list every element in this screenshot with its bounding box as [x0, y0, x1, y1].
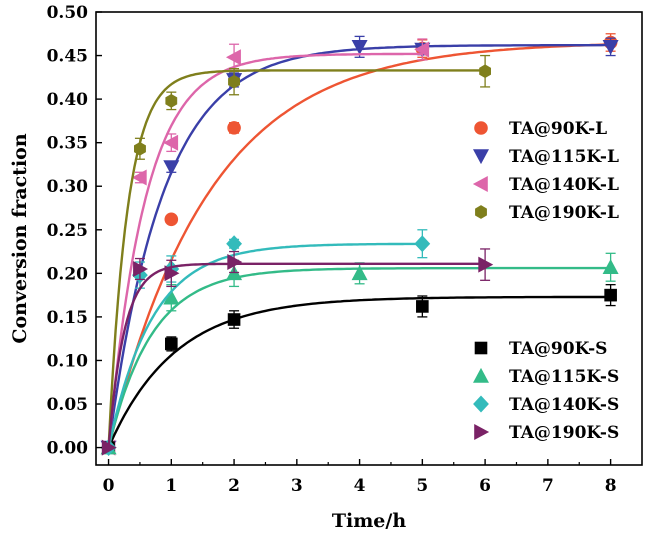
y-tick-label: 0.10 — [47, 351, 89, 371]
y-tick-label: 0.30 — [47, 177, 89, 197]
legend-label-ta-115k-l: TA@115K-L — [509, 147, 619, 167]
data-point-ta-115k-l — [163, 160, 180, 176]
data-point-ta-190k-l — [479, 64, 492, 79]
y-tick-label: 0.15 — [47, 308, 88, 328]
series-ta-140k-l — [100, 38, 430, 456]
legend-label-ta-90k-s: TA@90K-S — [509, 339, 607, 359]
y-tick-label: 0.05 — [47, 395, 88, 415]
data-point-ta-140k-s — [414, 235, 431, 253]
data-point-ta-190k-s — [227, 253, 243, 271]
legend-marker-ta-90k-s — [474, 341, 488, 355]
legend-marker-ta-90k-l — [474, 121, 488, 135]
data-point-ta-90k-s — [165, 337, 178, 351]
data-point-ta-140k-s — [226, 235, 243, 253]
data-point-ta-140k-l — [414, 41, 430, 58]
data-point-ta-190k-s — [478, 256, 494, 273]
data-point-ta-190k-s — [133, 260, 149, 278]
y-tick-label: 0.20 — [47, 264, 89, 284]
legend-label-ta-115k-s: TA@115K-S — [509, 367, 619, 387]
data-point-ta-140k-l — [225, 49, 241, 66]
legend-marker-ta-190k-l — [475, 205, 487, 219]
x-tick-label: 1 — [165, 476, 177, 496]
y-tick-label: 0.00 — [47, 439, 89, 459]
y-tick-label: 0.45 — [47, 47, 88, 67]
data-point-ta-90k-s — [227, 313, 241, 326]
data-point-ta-190k-l — [134, 141, 146, 156]
x-tick-label: 4 — [354, 476, 366, 496]
y-tick-label: 0.50 — [47, 3, 89, 23]
x-axis-label: Time/h — [332, 510, 406, 532]
data-point-ta-190k-l — [228, 74, 240, 89]
data-point-ta-90k-s — [416, 300, 429, 313]
x-tick-label: 3 — [291, 476, 303, 496]
legend-label-ta-190k-l: TA@190K-L — [509, 203, 619, 223]
fit-curve-ta-190k-s — [107, 262, 486, 448]
fit-curve-ta-90k-s — [107, 295, 611, 449]
fit-curve-ta-90k-l — [107, 43, 611, 448]
series-ta-190k-s — [101, 248, 494, 456]
fit-curve-ta-140k-s — [107, 242, 423, 448]
legend-l-group: TA@90K-L TA@115K-L TA@140K-L TA@190K-L — [472, 119, 619, 223]
legend-marker-ta-190k-s — [474, 423, 490, 441]
x-tick-label: 5 — [416, 476, 428, 496]
data-point-ta-90k-l — [164, 212, 179, 227]
x-tick-label: 8 — [605, 476, 617, 496]
legend-marker-ta-140k-s — [473, 395, 489, 413]
legend-s-group: TA@90K-S TA@115K-S TA@140K-S TA@190K-S — [472, 339, 619, 443]
x-tick-label: 0 — [103, 476, 115, 496]
legend-label-ta-140k-l: TA@140K-L — [509, 175, 619, 195]
legend-label-ta-90k-l: TA@90K-L — [509, 119, 607, 139]
fit-curve-ta-190k-l — [107, 69, 486, 448]
legend-label-ta-190k-s: TA@190K-S — [509, 423, 619, 443]
legend-marker-ta-140k-l — [472, 175, 488, 193]
y-tick-label: 0.35 — [47, 134, 88, 154]
x-tick-label: 6 — [479, 476, 491, 496]
plot-frame — [95, 11, 643, 466]
series-ta-190k-l — [102, 54, 492, 455]
data-point-ta-190k-s — [164, 265, 180, 282]
data-point-ta-140k-l — [163, 134, 179, 151]
data-point-ta-115k-l — [602, 39, 619, 55]
data-point-ta-90k-s — [604, 288, 617, 302]
data-point-ta-190k-l — [165, 94, 178, 108]
x-tick-label: 7 — [542, 476, 554, 496]
legend-marker-ta-115k-l — [472, 149, 490, 165]
data-point-ta-115k-s — [351, 265, 368, 281]
data-point-ta-90k-l — [227, 121, 241, 135]
y-tick-label: 0.25 — [47, 221, 88, 241]
y-axis-label: Conversion fraction — [9, 133, 31, 343]
legend-marker-ta-115k-s — [472, 367, 490, 383]
x-tick-label: 2 — [228, 476, 240, 496]
y-tick-label: 0.40 — [47, 90, 89, 110]
data-point-ta-115k-s — [602, 259, 619, 275]
data-point-ta-115k-l — [351, 39, 368, 55]
fit-curve-ta-140k-l — [107, 52, 423, 448]
data-point-ta-140k-l — [131, 169, 147, 186]
legend-label-ta-140k-s: TA@140K-S — [509, 395, 619, 415]
data-point-ta-190k-s — [101, 439, 117, 456]
